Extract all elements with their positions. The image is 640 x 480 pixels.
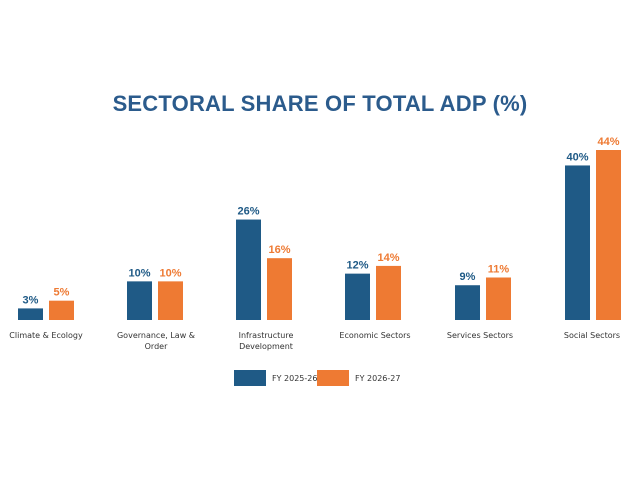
value-labels-group: 3% 5% 10% 10% 26% 16% 12% 14% 9% 11% 40% 44% <box>23 136 620 306</box>
bars-group <box>18 150 621 320</box>
value-label: 14% <box>377 252 399 264</box>
value-label: 9% <box>460 271 476 283</box>
value-label: 5% <box>54 287 70 299</box>
bar-fy2025-26-0 <box>18 308 43 320</box>
bar-fy2025-26-2 <box>236 219 261 320</box>
bar-fy2025-26-5 <box>565 165 590 320</box>
value-label: 44% <box>597 136 619 148</box>
value-label: 40% <box>566 151 588 163</box>
category-labels-group: Climate & Ecology Governance, Law & Order I… <box>9 331 620 351</box>
bar-fy2026-27-1 <box>158 281 183 320</box>
value-label: 12% <box>346 260 368 272</box>
bar-fy2026-27-0 <box>49 300 74 320</box>
bar-fy2026-27-3 <box>376 265 401 320</box>
category-label: Social Sectors <box>564 331 620 340</box>
category-label: Development <box>239 342 293 351</box>
category-label: Economic Sectors <box>339 331 410 340</box>
category-label: Services Sectors <box>447 331 513 340</box>
value-label: 3% <box>23 294 39 306</box>
chart-title: SECTORAL SHARE OF TOTAL ADP (%) <box>113 91 528 116</box>
legend-label: FY 2025-26 <box>272 374 317 383</box>
value-label: 10% <box>159 267 181 279</box>
legend-swatch-fy2026-27 <box>317 370 349 386</box>
value-label: 11% <box>488 264 510 276</box>
bar-fy2026-27-4 <box>486 277 511 320</box>
category-label: Governance, Law & <box>117 331 195 340</box>
bar-fy2025-26-4 <box>455 285 480 320</box>
bar-fy2026-27-5 <box>596 150 621 320</box>
legend-swatch-fy2025-26 <box>234 370 266 386</box>
bar-fy2025-26-3 <box>345 273 370 320</box>
bar-fy2026-27-2 <box>267 258 292 320</box>
value-label: 26% <box>237 206 259 218</box>
value-label: 16% <box>268 244 290 256</box>
legend: FY 2025-26 FY 2026-27 <box>234 370 400 386</box>
value-label: 10% <box>128 267 150 279</box>
category-label: Order <box>145 342 168 351</box>
category-label: Climate & Ecology <box>9 331 83 340</box>
legend-label: FY 2026-27 <box>355 374 400 383</box>
bar-fy2025-26-1 <box>127 281 152 320</box>
category-label: Infrastructure <box>239 331 294 340</box>
